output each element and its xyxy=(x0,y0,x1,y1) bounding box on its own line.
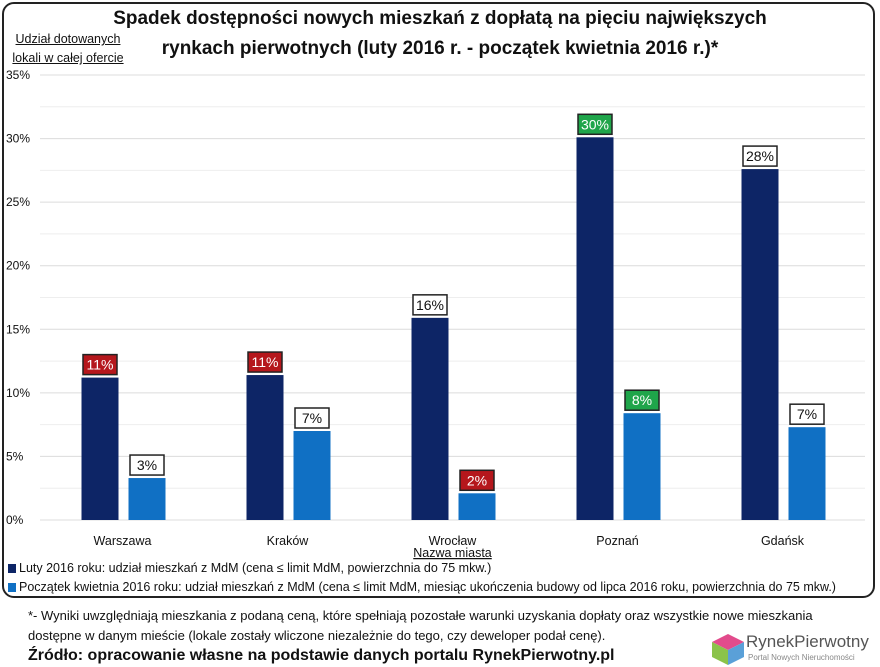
x-tick-label: Poznań xyxy=(596,534,638,548)
data-label: 16% xyxy=(416,297,444,313)
data-label: 3% xyxy=(137,457,157,473)
bar-kwiecien xyxy=(788,427,826,520)
y-tick-label: 20% xyxy=(6,259,30,273)
data-label-box xyxy=(412,294,448,316)
rynekpierwotny-logo: RynekPierwotny Portal Nowych Nieruchomoś… xyxy=(708,630,878,667)
data-label-box xyxy=(789,403,825,425)
data-label-box xyxy=(129,454,165,476)
logo-tagline: Portal Nowych Nieruchomości xyxy=(748,653,855,662)
bar-luty xyxy=(576,137,614,521)
y-tick-label: 30% xyxy=(6,132,30,146)
y-axis-label-line-1: Udział dotowanych xyxy=(15,32,121,46)
bar-luty xyxy=(411,317,449,520)
bar-luty xyxy=(81,377,119,520)
data-label-box xyxy=(459,469,495,492)
legend-item-series-2: Początek kwietnia 2016 roku: udział mies… xyxy=(8,580,836,594)
data-label: 11% xyxy=(252,354,279,370)
y-tick-label: 5% xyxy=(6,449,24,463)
data-label-box xyxy=(742,145,778,167)
bar-luty xyxy=(246,375,284,520)
bar-luty xyxy=(741,169,779,521)
source-note: Źródło: opracowanie własne na podstawie … xyxy=(28,647,615,664)
bar-kwiecien xyxy=(458,493,496,520)
legend-swatch xyxy=(8,583,16,592)
x-axis-label: Nazwa miasta xyxy=(413,546,492,560)
y-tick-label: 15% xyxy=(6,322,30,336)
footnote-line-1: *- Wyniki uwzględniają mieszkania z poda… xyxy=(28,608,813,623)
y-axis-label-line-2: lokali w całej ofercie xyxy=(12,51,124,65)
legend-item-series-1: Luty 2016 roku: udział mieszkań z MdM (c… xyxy=(8,561,491,575)
x-tick-label: Wrocław xyxy=(429,534,478,548)
y-axis-label: Udział dotowanych lokali w całej ofercie xyxy=(6,30,130,68)
data-label-box xyxy=(82,353,118,376)
y-tick-label: 35% xyxy=(6,68,30,82)
chart-title-line-2: rynkach pierwotnych (luty 2016 r. - pocz… xyxy=(161,38,719,59)
data-label: 2% xyxy=(467,472,487,488)
legend-swatch xyxy=(8,564,16,573)
data-label-box xyxy=(577,113,613,136)
data-label-box xyxy=(294,407,330,429)
data-label-box xyxy=(247,351,283,373)
x-tick-label: Kraków xyxy=(267,534,310,548)
data-label: 7% xyxy=(302,410,322,426)
data-label: 28% xyxy=(746,148,774,164)
x-tick-label: Gdańsk xyxy=(761,534,805,548)
chart-title-line-1: Spadek dostępności nowych mieszkań z dop… xyxy=(113,8,767,29)
legend-label: Luty 2016 roku: udział mieszkań z MdM (c… xyxy=(19,561,492,575)
bar-kwiecien xyxy=(293,431,331,520)
house-cube-icon xyxy=(712,634,744,665)
chart-frame xyxy=(2,2,875,598)
plot-area: 0% 5% 10% 15% 20% 25% 30% 35% Warszawa 11% 3% Krakó… xyxy=(6,68,865,560)
bar-kwiecien xyxy=(623,413,661,520)
data-label: 30% xyxy=(581,116,609,132)
y-tick-label: 25% xyxy=(6,195,30,209)
bar-kwiecien xyxy=(128,478,166,520)
data-label: 11% xyxy=(87,357,114,373)
legend-label: Początek kwietnia 2016 roku: udział mies… xyxy=(19,580,836,594)
data-label: 7% xyxy=(797,406,817,422)
data-label-box xyxy=(624,389,660,411)
y-tick-label: 10% xyxy=(6,386,30,400)
data-label: 8% xyxy=(632,392,652,408)
y-tick-label: 0% xyxy=(6,513,24,527)
logo-name: RynekPierwotny xyxy=(746,632,869,651)
footnote-line-2: dostępne w danym mieście (lokale zostały… xyxy=(28,628,606,643)
x-tick-label: Warszawa xyxy=(94,534,152,548)
